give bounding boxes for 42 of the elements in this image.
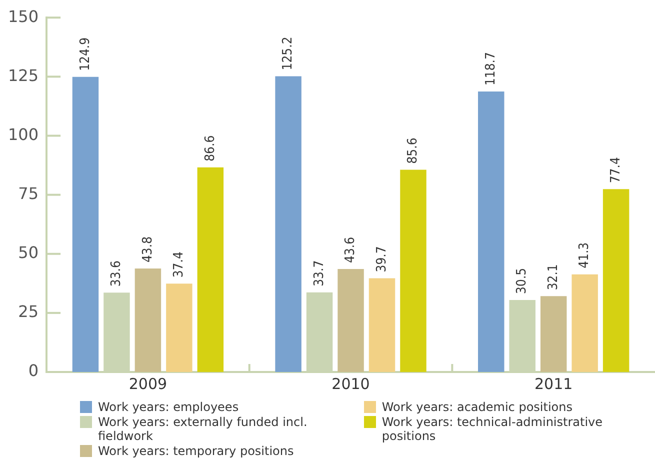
bar: [338, 268, 364, 372]
data-label: 118.7: [483, 52, 498, 86]
legend-label: Work years: temporary positions: [98, 444, 294, 458]
bar: [572, 274, 598, 372]
x-tick-label: 2010: [332, 374, 370, 393]
data-label: 33.6: [109, 260, 124, 287]
bar: [166, 284, 192, 372]
y-tick-label: 150: [8, 6, 39, 26]
bar: [72, 76, 99, 372]
data-label: 39.7: [374, 246, 390, 272]
legend-label: Work years: academic positions: [382, 400, 572, 414]
data-label: 43.8: [140, 236, 156, 263]
bar: [602, 189, 630, 372]
y-tick-label: 100: [8, 124, 39, 144]
data-label: 37.4: [172, 252, 187, 278]
bar: [478, 92, 504, 372]
bar: [197, 167, 224, 372]
x-tick-label: 2011: [534, 374, 573, 393]
bar: [368, 278, 396, 372]
data-label: 33.7: [312, 260, 327, 286]
bar: [275, 76, 302, 372]
data-label: 85.6: [406, 138, 421, 164]
data-label: 77.4: [608, 157, 624, 184]
data-label: 124.9: [78, 37, 93, 71]
data-label: 30.5: [514, 268, 530, 294]
bar: [540, 296, 567, 372]
legend-label: Work years: employees: [98, 400, 239, 414]
legend-label: Work years: technical-administrative positions: [382, 415, 604, 443]
y-tick-label: 0: [28, 361, 39, 380]
data-label: 32.1: [546, 264, 561, 290]
y-tick-label: 50: [18, 243, 39, 262]
y-tick-label: 125: [8, 66, 39, 85]
legend-label: Work years: externally funded incl. fieldwork: [98, 415, 308, 443]
bar: [400, 170, 426, 372]
x-tick-label: 2009: [128, 374, 168, 393]
y-tick-label: 25: [18, 302, 39, 322]
data-label: 86.6: [202, 135, 218, 162]
data-label: 41.3: [577, 242, 592, 268]
data-label: 43.6: [343, 236, 358, 263]
y-tick-label: 75: [18, 184, 39, 203]
bar: [134, 268, 162, 372]
data-label: 125.2: [280, 36, 296, 70]
